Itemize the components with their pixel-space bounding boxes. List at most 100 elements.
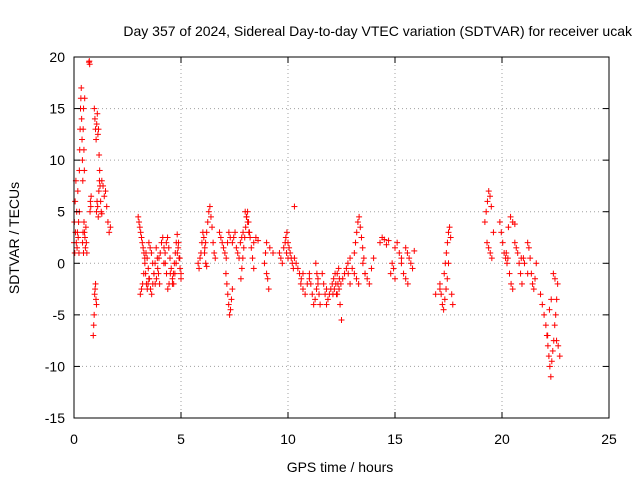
data-point	[347, 255, 354, 262]
data-point	[353, 229, 360, 236]
data-point	[338, 317, 345, 324]
data-point	[81, 229, 88, 236]
data-point	[352, 239, 359, 246]
data-point	[101, 193, 108, 200]
data-point	[78, 115, 85, 122]
data-point	[81, 167, 88, 174]
data-point	[390, 265, 397, 272]
data-point	[143, 249, 150, 256]
data-point	[441, 270, 448, 277]
data-point	[136, 219, 143, 226]
data-point	[170, 270, 177, 277]
data-point	[337, 280, 344, 287]
data-point	[74, 188, 81, 195]
data-point	[488, 255, 495, 262]
data-point	[75, 234, 82, 241]
data-point	[400, 270, 407, 277]
data-point	[324, 296, 331, 303]
data-point	[164, 286, 171, 293]
data-point	[196, 265, 203, 272]
data-point	[203, 229, 210, 236]
data-point	[147, 244, 154, 251]
data-point	[525, 244, 532, 251]
data-point	[104, 219, 111, 226]
data-point	[314, 275, 321, 282]
data-point	[224, 291, 231, 298]
data-point	[252, 234, 259, 241]
x-tick-label: 5	[177, 431, 185, 447]
data-point	[166, 255, 173, 262]
data-point	[162, 249, 169, 256]
data-point	[553, 337, 560, 344]
data-point	[347, 280, 354, 287]
data-point	[556, 353, 563, 360]
data-point	[370, 255, 377, 262]
data-point	[546, 363, 553, 370]
data-point	[516, 260, 523, 267]
x-axis-label: GPS time / hours	[287, 459, 394, 475]
data-point	[241, 234, 248, 241]
chart-title: Day 357 of 2024, Sidereal Day-to-day VTE…	[123, 23, 633, 39]
data-point	[293, 260, 300, 267]
data-point	[299, 270, 306, 277]
data-point	[211, 249, 218, 256]
data-point	[72, 198, 79, 205]
data-point	[362, 270, 369, 277]
data-point	[100, 182, 107, 189]
data-point	[136, 224, 143, 231]
data-point	[438, 291, 445, 298]
data-point	[264, 275, 271, 282]
data-point	[219, 239, 226, 246]
data-point	[359, 244, 366, 251]
data-point	[356, 213, 363, 220]
data-point	[148, 291, 155, 298]
data-point	[357, 224, 364, 231]
data-point	[555, 342, 562, 349]
data-point	[499, 239, 506, 246]
data-point	[91, 291, 98, 298]
data-point	[245, 229, 252, 236]
data-point	[345, 270, 352, 277]
data-point	[95, 126, 102, 133]
data-point	[201, 249, 208, 256]
data-point	[82, 244, 89, 251]
data-point	[484, 198, 491, 205]
data-point	[202, 260, 209, 267]
data-point	[79, 136, 86, 143]
data-point	[93, 301, 100, 308]
data-point	[483, 208, 490, 215]
data-point	[140, 270, 147, 277]
data-point	[358, 234, 365, 241]
data-point	[233, 244, 240, 251]
y-tick-label: -5	[53, 307, 66, 323]
data-point	[243, 213, 250, 220]
data-point	[247, 234, 254, 241]
data-point	[517, 270, 524, 277]
data-point	[102, 188, 109, 195]
data-point	[200, 234, 207, 241]
data-point	[80, 105, 87, 112]
y-tick-label: 5	[57, 204, 65, 220]
data-point	[446, 224, 453, 231]
data-point	[263, 270, 270, 277]
data-point	[543, 332, 550, 339]
data-point	[74, 229, 81, 236]
data-point	[250, 239, 257, 246]
data-point	[244, 219, 251, 226]
data-point	[513, 244, 520, 251]
data-point	[360, 255, 367, 262]
data-point	[366, 280, 373, 287]
data-point	[309, 291, 316, 298]
data-point	[337, 301, 344, 308]
data-point	[138, 286, 145, 293]
data-point	[481, 219, 488, 226]
data-point	[153, 244, 160, 251]
data-point	[144, 255, 151, 262]
data-point	[527, 255, 534, 262]
data-point	[255, 237, 262, 244]
data-point	[80, 219, 87, 226]
data-point	[242, 208, 249, 215]
data-point	[551, 275, 558, 282]
data-point	[163, 239, 170, 246]
data-point	[298, 275, 305, 282]
